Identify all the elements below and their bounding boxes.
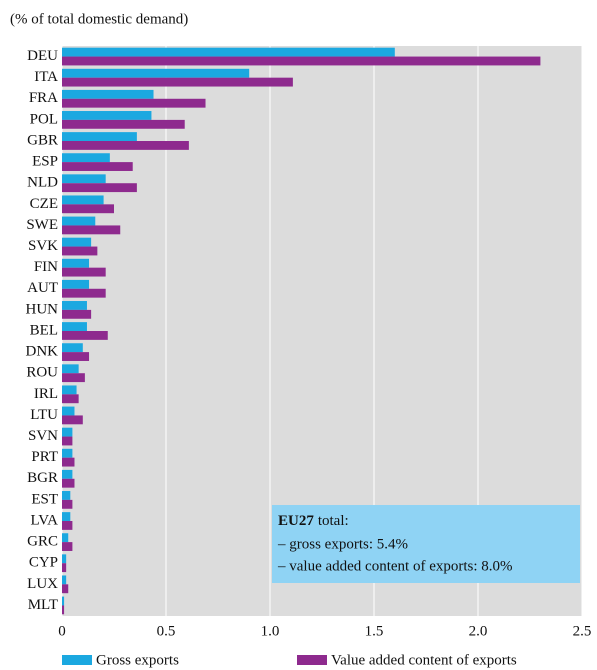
x-tick-label: 0 bbox=[58, 623, 66, 639]
bar bbox=[62, 427, 73, 437]
bar bbox=[62, 331, 108, 340]
bar bbox=[62, 301, 87, 310]
bar bbox=[62, 322, 87, 331]
y-tick-label: CYP bbox=[29, 555, 58, 571]
y-tick-label: EST bbox=[31, 491, 58, 507]
legend-swatch bbox=[62, 655, 92, 665]
y-tick-label: FIN bbox=[34, 259, 58, 275]
bar bbox=[62, 385, 77, 395]
bar bbox=[62, 183, 137, 193]
bar bbox=[62, 373, 85, 383]
y-tick-label: SVK bbox=[28, 238, 58, 254]
y-tick-label: IRL bbox=[34, 386, 58, 402]
legend-swatch bbox=[297, 655, 327, 665]
bar bbox=[62, 246, 98, 256]
bar bbox=[62, 174, 106, 184]
bar bbox=[62, 89, 154, 99]
y-tick-label: CZE bbox=[30, 196, 58, 212]
bar bbox=[62, 225, 121, 235]
bar bbox=[62, 309, 92, 319]
y-tick-label: BEL bbox=[30, 322, 58, 338]
y-tick-label: GBR bbox=[27, 132, 58, 148]
x-tick-label: 2.5 bbox=[573, 623, 592, 639]
bar bbox=[62, 436, 73, 446]
legend-label: Gross exports bbox=[96, 652, 179, 668]
bar bbox=[62, 575, 67, 585]
bar bbox=[62, 98, 206, 108]
bar bbox=[62, 415, 83, 425]
bar bbox=[62, 478, 75, 488]
bar bbox=[62, 204, 114, 214]
x-tick-label: 1.0 bbox=[261, 623, 280, 639]
bar bbox=[62, 406, 75, 416]
bar bbox=[62, 267, 106, 277]
y-tick-label: GRC bbox=[27, 534, 58, 550]
y-tick-label: BGR bbox=[27, 470, 58, 486]
bar bbox=[62, 141, 189, 150]
annotation-bold: EU27 bbox=[278, 513, 314, 529]
bar bbox=[62, 237, 92, 247]
bar bbox=[62, 216, 96, 226]
bar bbox=[62, 364, 79, 374]
bar bbox=[62, 47, 395, 57]
annotation-line: – value added content of exports: 8.0% bbox=[277, 558, 513, 574]
bar bbox=[62, 68, 250, 78]
bar bbox=[62, 111, 152, 120]
y-tick-label: SWE bbox=[26, 217, 58, 233]
y-tick-label: POL bbox=[30, 111, 58, 127]
bar bbox=[62, 279, 90, 289]
annotation-rest: total: bbox=[318, 513, 349, 529]
bar bbox=[62, 258, 90, 268]
y-tick-label: ITA bbox=[34, 69, 58, 85]
y-tick-label: FRA bbox=[29, 90, 58, 106]
y-tick-label: PRT bbox=[31, 449, 58, 465]
x-tick-label: 2.0 bbox=[469, 623, 488, 639]
y-tick-label: DNK bbox=[26, 344, 59, 360]
bar bbox=[62, 343, 83, 353]
bar bbox=[62, 132, 137, 141]
bar bbox=[62, 352, 90, 361]
bar bbox=[62, 491, 71, 500]
x-tick-label: 0.5 bbox=[157, 623, 176, 639]
y-tick-label: HUN bbox=[26, 301, 59, 317]
bar bbox=[62, 448, 73, 458]
x-tick-label: 1.5 bbox=[365, 623, 384, 639]
bar bbox=[62, 605, 65, 615]
bar bbox=[62, 119, 185, 129]
bar bbox=[62, 469, 73, 479]
y-tick-label: LTU bbox=[30, 407, 58, 423]
bar bbox=[62, 521, 73, 530]
y-tick-label: SVN bbox=[28, 428, 58, 444]
bar bbox=[62, 512, 71, 521]
annotation-line: – gross exports: 5.4% bbox=[277, 536, 408, 552]
y-tick-label: ROU bbox=[26, 365, 58, 381]
bar bbox=[62, 394, 79, 404]
y-tick-label: DEU bbox=[27, 48, 58, 64]
bar bbox=[62, 77, 293, 87]
bar bbox=[62, 563, 67, 573]
bar bbox=[62, 195, 104, 205]
y-tick-label: NLD bbox=[27, 175, 58, 191]
chart-subtitle: (% of total domestic demand) bbox=[10, 11, 188, 27]
y-tick-label: ESP bbox=[32, 154, 58, 170]
bar bbox=[62, 554, 67, 564]
bar bbox=[62, 533, 69, 543]
bar bbox=[62, 288, 106, 298]
annotation-box bbox=[272, 505, 580, 583]
bar bbox=[62, 542, 73, 551]
y-tick-label: LVA bbox=[30, 512, 58, 528]
bar bbox=[62, 499, 73, 509]
bar bbox=[62, 596, 65, 606]
annotation-title: EU27 total: bbox=[278, 513, 349, 529]
bar bbox=[62, 584, 69, 594]
bar bbox=[62, 457, 75, 467]
bar bbox=[62, 153, 110, 163]
y-tick-label: LUX bbox=[27, 576, 58, 592]
bar bbox=[62, 162, 133, 171]
bar bbox=[62, 56, 541, 66]
y-tick-label: MLT bbox=[28, 597, 58, 613]
y-tick-label: AUT bbox=[27, 280, 58, 296]
legend-label: Value added content of exports bbox=[331, 652, 517, 668]
